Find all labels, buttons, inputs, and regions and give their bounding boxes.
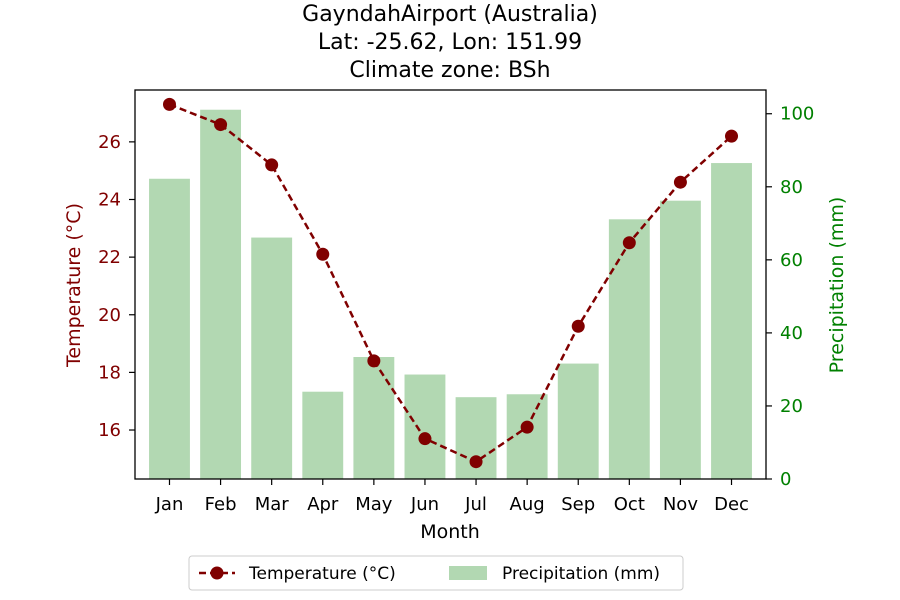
precip-tick-label-40: 40 [780,323,803,344]
temp-point-apr [316,247,330,261]
temperature-axis: 16 18 20 22 24 26 [98,132,135,441]
right-axis-title: Precipitation (mm) [826,197,848,374]
month-label-apr: Apr [307,494,339,515]
plot-frame [134,89,767,480]
legend: Temperature (°C) Precipitation (mm) [188,555,684,591]
precip-tick-label-60: 60 [780,250,803,271]
precip-bar-may [353,357,395,479]
month-label-sep: Sep [561,494,595,515]
precip-tick-label-0: 0 [780,469,791,490]
month-label-jul: Jul [464,494,487,515]
temp-point-dec [725,129,739,143]
precip-tick-label-100: 100 [780,104,814,125]
temp-tick-label-18: 18 [98,362,121,383]
temp-tick-label-24: 24 [98,189,121,210]
month-label-nov: Nov [663,494,698,515]
temp-tick-label-16: 16 [98,420,121,441]
legend-temperature-marker [210,566,224,580]
precip-bar-apr [302,391,344,479]
chart-title-line-2: Lat: -25.62, Lon: 151.99 [318,30,582,55]
left-axis-title: Temperature (°C) [63,203,85,368]
legend-temperature-label: Temperature (°C) [248,564,396,584]
chart-title-line-1: GayndahAirport (Australia) [302,2,598,27]
temp-tick-label-20: 20 [98,305,121,326]
x-axis-title: Month [420,521,480,543]
temp-point-oct [622,236,636,250]
precipitation-axis: 0 20 40 60 80 100 [766,104,814,490]
legend-frame [188,555,684,591]
month-label-jan: Jan [155,494,184,515]
month-label-aug: Aug [510,494,545,515]
month-label-may: May [355,494,393,515]
temp-tick-label-26: 26 [98,132,121,153]
month-label-mar: Mar [255,494,290,515]
temp-point-aug [520,420,534,434]
month-label-feb: Feb [205,494,237,515]
legend-precipitation-swatch [449,566,487,580]
precip-bar-oct [608,219,650,480]
month-label-jun: Jun [410,494,439,515]
temperature-line [169,103,733,464]
temp-point-nov [673,175,687,189]
temp-point-sep [571,319,585,333]
temp-point-may [367,354,381,368]
temp-point-jun [418,432,432,446]
precip-bar-nov [659,200,701,480]
temperature-series [162,97,739,469]
month-label-dec: Dec [714,494,749,515]
precip-bar-jan [149,178,190,479]
chart-title: GayndahAirport (Australia) Lat: -25.62, … [302,2,598,83]
precip-bar-mar [251,237,293,479]
temp-point-jul [469,455,483,469]
temp-point-feb [214,118,228,132]
precip-tick-label-20: 20 [780,396,803,417]
precip-tick-label-80: 80 [780,177,803,198]
precip-bar-dec [711,163,752,479]
temp-point-jan [162,97,176,111]
temp-point-mar [265,158,279,172]
precipitation-bars [149,109,752,480]
precip-bar-feb [200,109,242,480]
month-label-oct: Oct [614,494,645,515]
month-axis: Jan Feb Mar Apr May Jun Jul Aug Sep Oct Nov Dec [155,479,749,515]
precip-bar-jun [404,374,446,479]
temp-tick-label-22: 22 [98,247,121,268]
precip-bar-aug [506,394,548,479]
precip-bar-sep [557,363,599,479]
legend-precipitation-label: Precipitation (mm) [502,564,660,584]
chart-title-line-3: Climate zone: BSh [349,58,550,83]
